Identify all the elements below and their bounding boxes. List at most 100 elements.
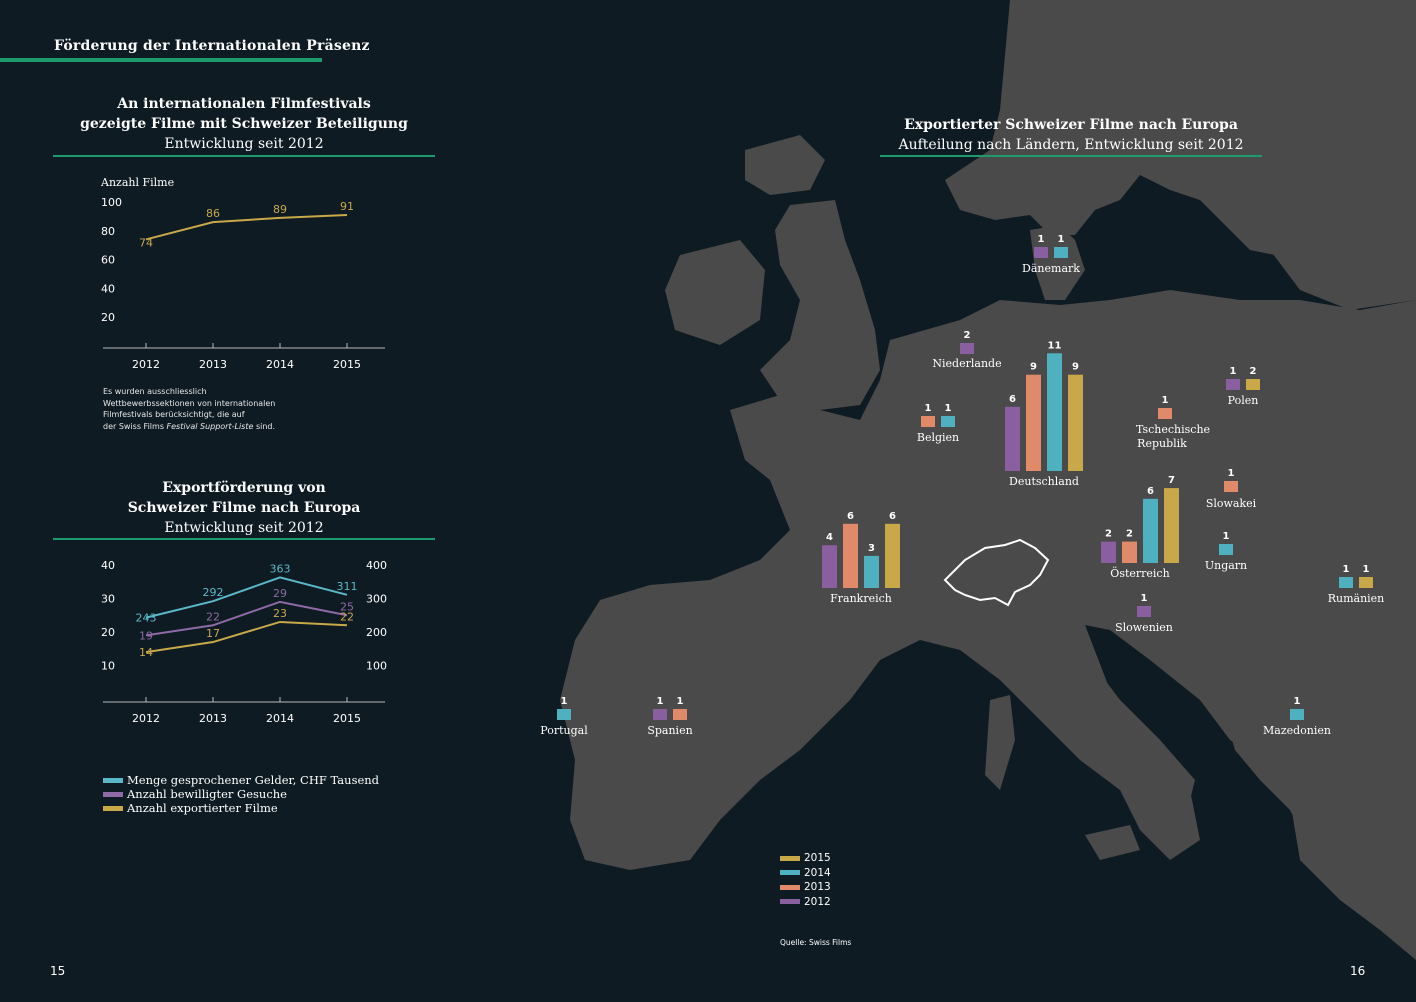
map-title: Exportierter Schweizer Filme nach Europa… (880, 115, 1262, 155)
map-bar-value: 1 (1058, 234, 1065, 245)
chart2-data-label: 22 (206, 610, 220, 623)
note-line3: Filmfestivals berücksichtigt, die auf (103, 410, 245, 419)
map-bar-value: 1 (1294, 696, 1301, 707)
chart1-data-label: 74 (139, 236, 153, 249)
note-line4-em: Festival Support-Liste (166, 421, 254, 431)
map-bar-value: 1 (1223, 531, 1230, 542)
map-bar (1143, 498, 1158, 563)
map-country-label: Österreich (1110, 566, 1169, 580)
map-country-label: Ungarn (1205, 559, 1247, 572)
source-note: Quelle: Swiss Films (780, 938, 852, 947)
chart1-ytick: 20 (101, 311, 115, 324)
map-country-label: Tschechische (1136, 423, 1210, 436)
map-bar-value: 1 (1162, 395, 1169, 406)
map-bar (1026, 374, 1041, 471)
chart2-data-label: 23 (273, 607, 287, 620)
chart1-note: Es wurden ausschliesslich Wettbewerbssek… (103, 386, 323, 432)
switzerland-outline (943, 538, 1050, 607)
map-bar-value: 1 (677, 696, 684, 707)
map-country-label: Portugal (540, 724, 588, 737)
map-bar (1137, 606, 1151, 617)
page-number-left: 15 (50, 964, 66, 978)
legend-swatch-2013 (780, 884, 800, 890)
map-bar-value: 6 (889, 511, 896, 522)
map-bar-value: 1 (925, 403, 932, 414)
map-bar (1246, 379, 1260, 390)
map-bar-value: 6 (1009, 394, 1016, 405)
chart1-ytick: 60 (101, 254, 115, 267)
chart1-data-label: 86 (206, 207, 220, 220)
legend-label-gesuche: Anzahl bewilligter Gesuche (127, 787, 287, 801)
map-country-label: Republik (1137, 437, 1187, 450)
chart1-ytick: 40 (101, 282, 115, 295)
chart2-data-label: 14 (139, 646, 153, 659)
note-line1: Es wurden ausschliesslich (103, 387, 207, 396)
chart2-ytick-right: 400 (366, 559, 387, 572)
map-bar (1101, 541, 1116, 563)
map-bar-value: 3 (868, 543, 875, 554)
map-country-label: Frankreich (830, 592, 892, 605)
map-bar-value: 6 (1147, 486, 1154, 497)
map-bar (1224, 481, 1238, 492)
map-bar-value: 1 (1038, 234, 1045, 245)
chart1-series-line (145, 213, 348, 241)
chart2-data-label: 25 (340, 600, 354, 613)
map-bar-value: 1 (945, 403, 952, 414)
map-bar (1290, 709, 1304, 720)
map-bar (653, 709, 667, 720)
chart2-xtick: 2015 (333, 712, 361, 725)
chart2-ytick-right: 300 (366, 593, 387, 606)
chart2-data-label: 292 (203, 586, 224, 599)
chart1-rule (53, 155, 435, 157)
map-bar (921, 416, 935, 427)
chart2-ytick-left: 20 (101, 626, 115, 639)
chart2-export-funding: 10 20 30 40 100 200 300 400 2012 2013 2014 2015 243 2… (101, 559, 387, 725)
chart2-ytick-left: 40 (101, 559, 115, 572)
chart1-title-line1: An internationalen Filmfestivals (117, 96, 371, 112)
map-bar (1054, 247, 1068, 258)
note-line4-post: sind. (253, 421, 276, 431)
legend-item-2015: 2015 (780, 851, 831, 866)
legend-swatch-2015 (780, 855, 800, 861)
chart2-data-label: 29 (273, 587, 287, 600)
map-bar (941, 416, 955, 427)
map-bar-value: 9 (1072, 362, 1079, 373)
chart2-series-line (145, 576, 348, 619)
legend-item-filme: Anzahl exportierter Filme (103, 801, 379, 815)
legend-item-gelder: Menge gesprochener Gelder, CHF Tausend (103, 773, 379, 787)
map-bar-value: 1 (657, 696, 664, 707)
map-bar-value: 1 (1228, 468, 1235, 479)
chart1-festival-films: 20 40 60 80 100 2012 2013 2014 2015 74 86 89 91 (101, 196, 385, 371)
map-bar-value: 6 (847, 511, 854, 522)
chart1-subtitle: Entwicklung seit 2012 (164, 136, 324, 152)
chart2-rule (53, 538, 435, 540)
legend-label-gelder: Menge gesprochener Gelder, CHF Tausend (127, 773, 380, 787)
legend-label-2015: 2015 (804, 852, 831, 864)
chart2-title-line1: Exportförderung von (162, 480, 326, 496)
map-bar-value: 2 (1126, 529, 1133, 540)
map-title-line1: Exportierter Schweizer Filme nach Europa (904, 117, 1238, 133)
map-bar (1005, 406, 1020, 471)
map-bar (1226, 379, 1240, 390)
chart1-ytick: 80 (101, 225, 115, 238)
map-bar-value: 2 (964, 330, 971, 341)
chart1-title: An internationalen Filmfestivals gezeigt… (53, 94, 435, 154)
chart2-data-label: 363 (270, 562, 291, 575)
map-bar (1219, 544, 1233, 555)
legend-label-filme: Anzahl exportierter Filme (127, 801, 278, 815)
map-bar (885, 523, 900, 588)
map-bar (960, 343, 974, 354)
map-bar-value: 1 (1363, 564, 1370, 575)
chart1-ylabel: Anzahl Filme (101, 176, 175, 189)
map-bar-value: 4 (826, 532, 833, 543)
map-country-label: Slowakei (1206, 497, 1257, 510)
legend-swatch-2012 (780, 899, 800, 905)
map-country-label: Dänemark (1022, 262, 1080, 275)
chart2-data-label: 311 (337, 580, 358, 593)
legend-swatch-filme (103, 805, 123, 811)
chart2-title-line2: Schweizer Filme nach Europa (127, 500, 361, 516)
note-line2: Wettbewerbssektionen von internationalen (103, 398, 276, 408)
map-bar (1122, 541, 1137, 563)
chart1-title-line2: gezeigte Filme mit Schweizer Beteiligung (80, 116, 408, 132)
